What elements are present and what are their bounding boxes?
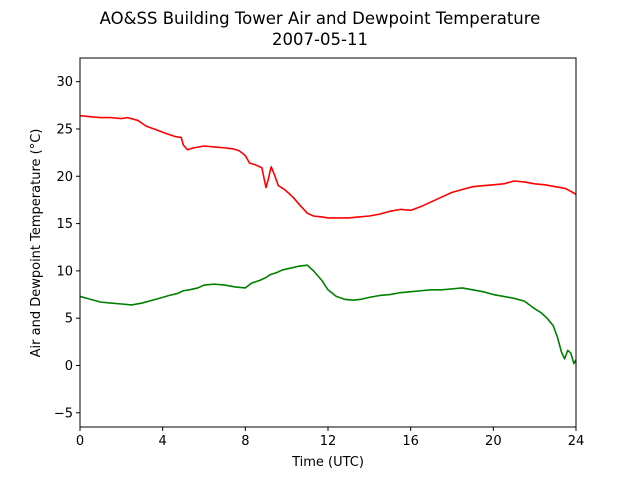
y-tick-label: 15 <box>56 217 73 232</box>
series-layer <box>79 114 577 365</box>
x-axis: 0 4 8 12 16 20 24 <box>76 427 584 449</box>
y-tick-label: 5 <box>65 312 73 327</box>
plot-frame <box>79 57 577 428</box>
y-tick-label: −5 <box>54 406 73 421</box>
y-tick-label: 0 <box>65 359 73 374</box>
y-tick-label: 20 <box>56 170 73 185</box>
x-tick-label: 4 <box>159 434 167 449</box>
y-tick-label: 25 <box>56 122 73 137</box>
y-tick-label: 10 <box>56 264 73 279</box>
y-tick-label: 30 <box>56 75 73 90</box>
x-tick-label: 8 <box>241 434 249 449</box>
y-axis-label: Air and Dewpoint Temperature (°C) <box>29 129 44 358</box>
x-tick-label: 0 <box>76 434 84 449</box>
x-axis-label: Time (UTC) <box>291 455 364 470</box>
chart-title: AO&SS Building Tower Air and Dewpoint Te… <box>100 9 541 28</box>
series-line-1 <box>79 114 577 219</box>
x-tick-label: 20 <box>485 434 502 449</box>
x-tick-label: 12 <box>320 434 337 449</box>
series-line-2 <box>79 264 577 365</box>
chart-subtitle: 2007-05-11 <box>272 30 368 49</box>
y-axis: −5 0 5 10 15 20 25 30 <box>54 75 80 421</box>
x-tick-label: 16 <box>402 434 419 449</box>
x-tick-label: 24 <box>568 434 585 449</box>
